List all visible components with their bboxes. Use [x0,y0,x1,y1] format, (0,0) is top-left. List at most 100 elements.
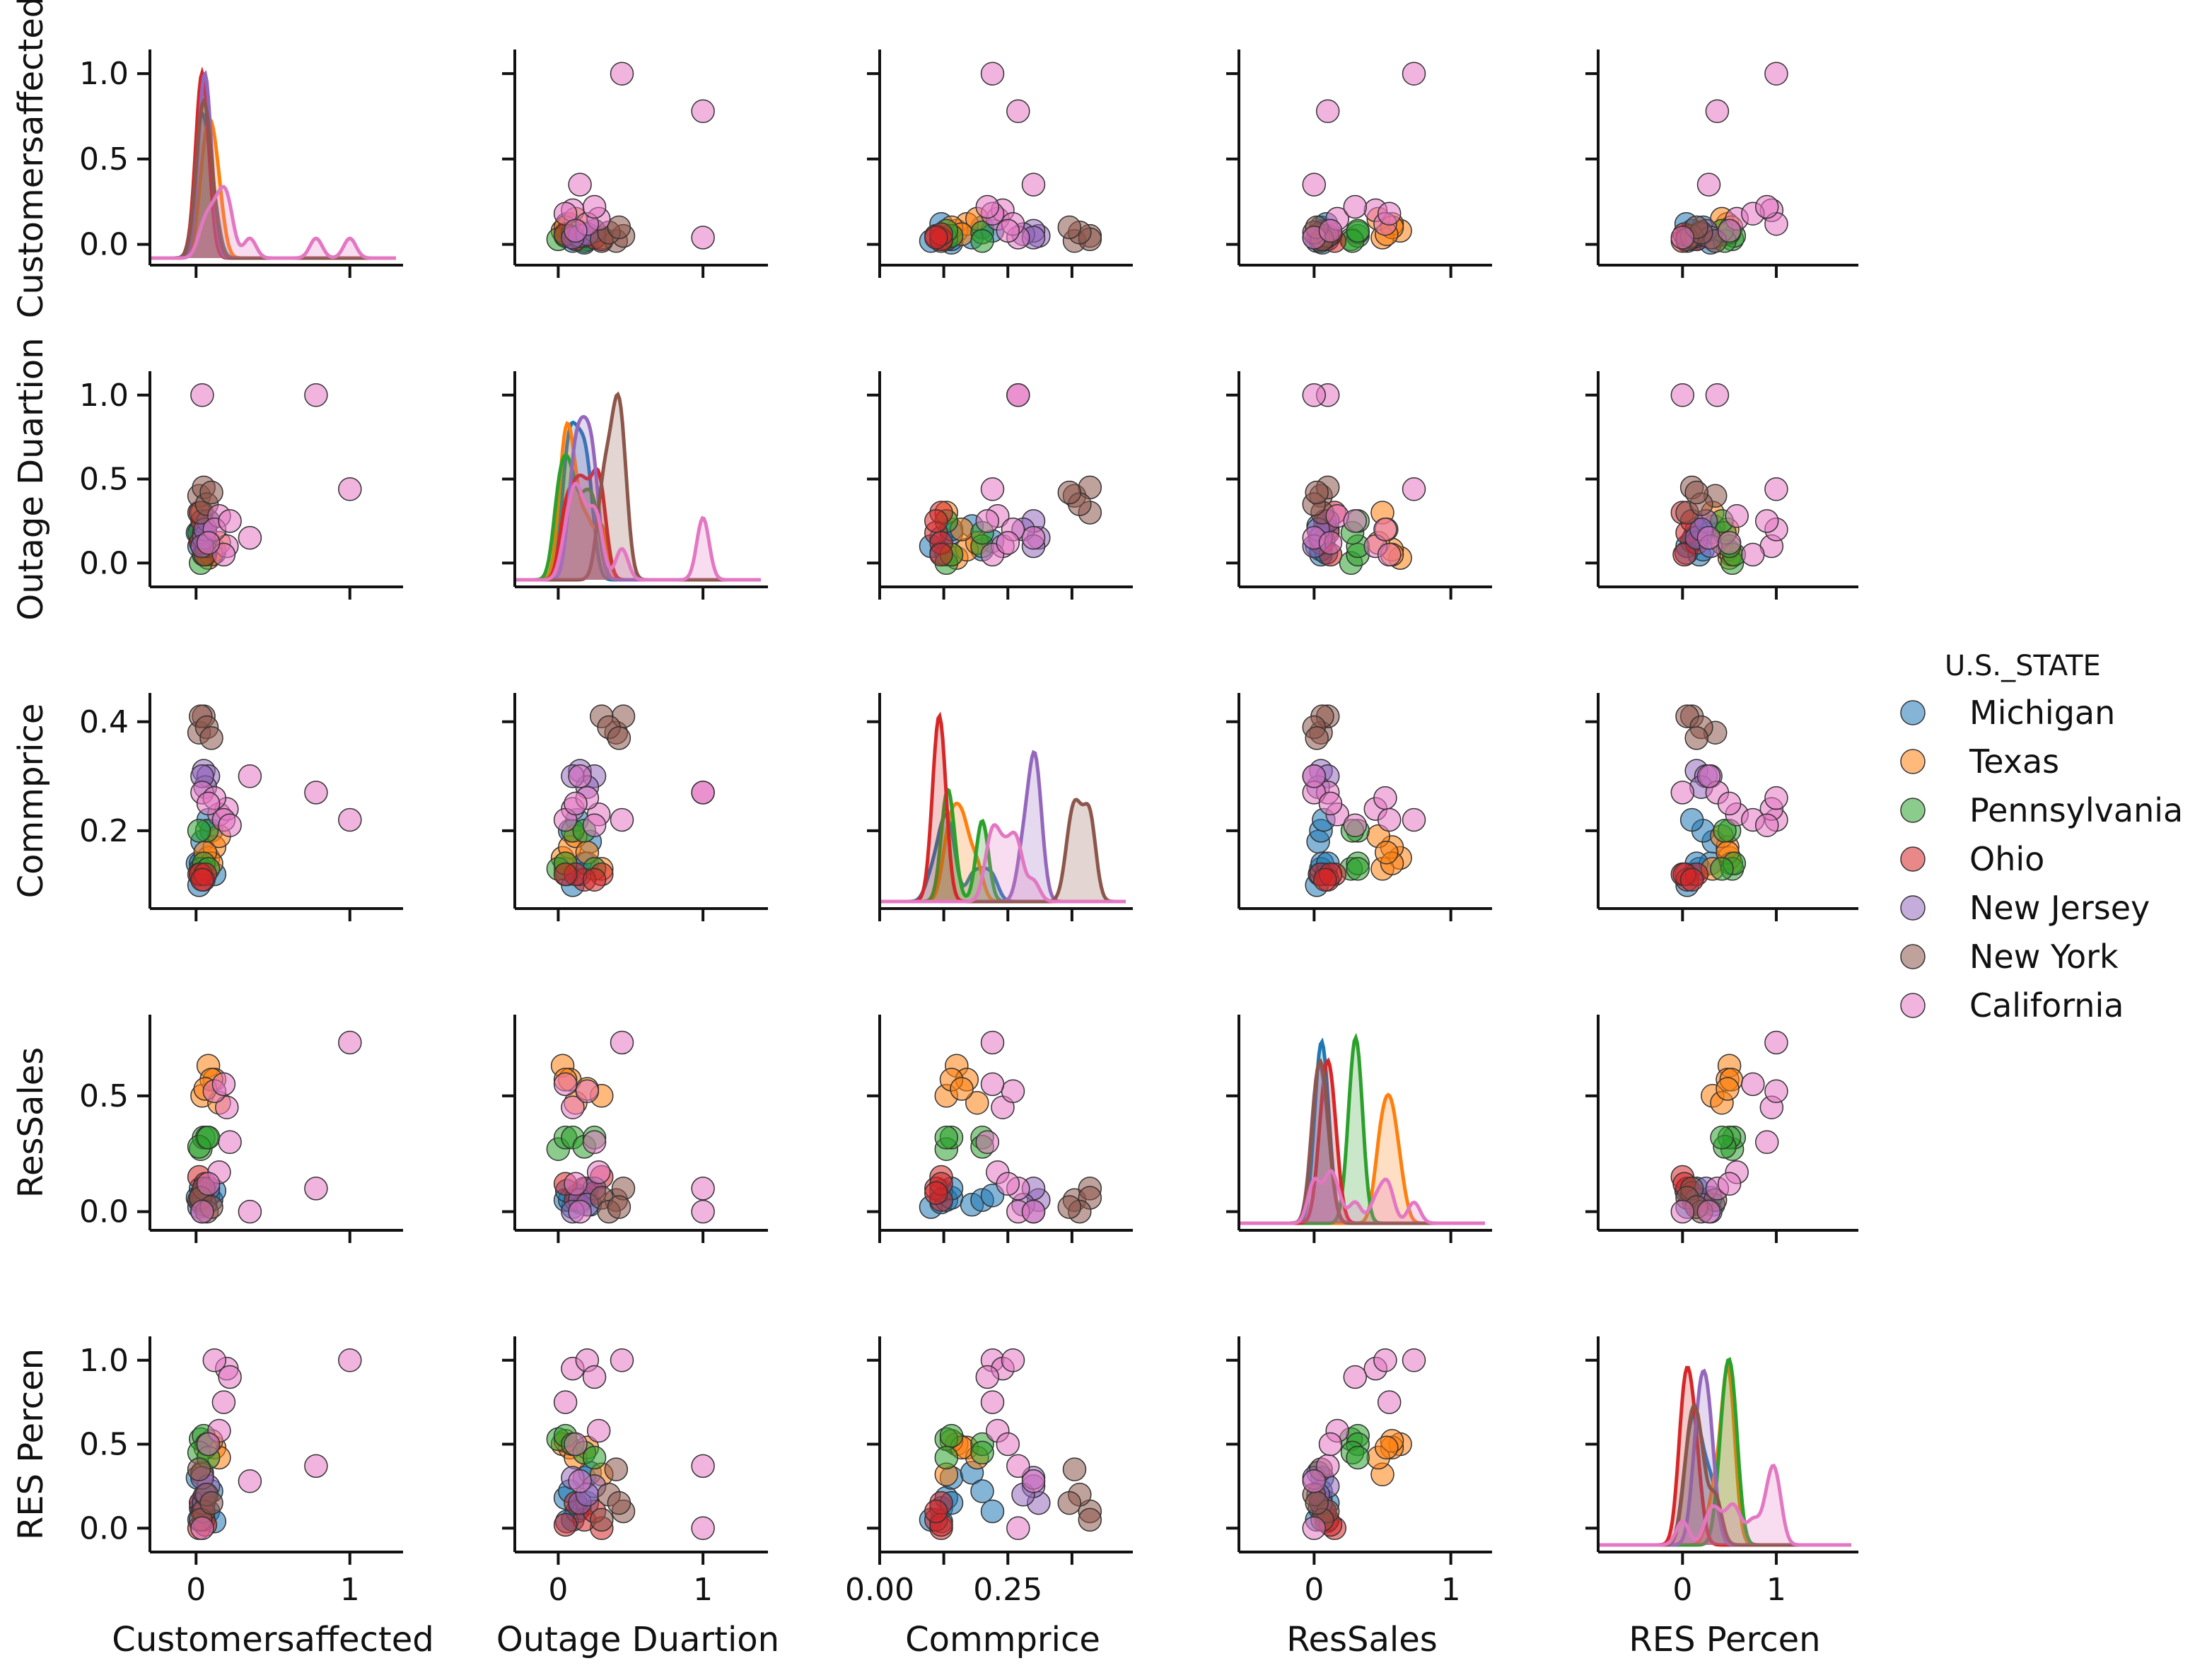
y-tick-label: 0.5 [79,1427,129,1463]
panel-res-percen-vs-res-percen: 0 1 RES Percen [1585,1336,1858,1659]
point-california [975,1365,1000,1389]
point-new-york [607,726,631,750]
point-california [1006,99,1030,124]
point-texas [1375,840,1399,865]
point-california [1021,1199,1046,1224]
point-ohio [1313,868,1337,892]
y-axis-label: ResSales [11,1047,51,1198]
point-california [1670,781,1695,805]
kde-fill-texas [1598,1366,1851,1545]
y-axis-label: Customersaffected [11,0,51,318]
kde-fill-california [1598,1465,1851,1545]
point-california [1001,1348,1025,1372]
point-california [575,1079,600,1104]
panel-customersaffected-vs-ressales [1226,49,1492,278]
point-california [1001,1079,1025,1104]
legend-marker-new-york [1900,944,1926,969]
point-new-york [1305,480,1329,505]
point-california [1696,173,1721,197]
point-california [980,1390,1005,1414]
x-tick-label: 0 [1304,1572,1324,1608]
panel-commprice-vs-outage-duartion [502,693,768,921]
kde-line-california [150,185,396,260]
point-california [215,1095,239,1119]
point-california [1402,62,1426,86]
point-california [196,1432,221,1457]
panel-commprice-vs-ressales [1226,693,1492,921]
point-california [564,791,588,816]
point-california [211,1072,236,1097]
panel-res-percen-vs-outage-duartion: 0 1 Outage Duartion [496,1336,779,1659]
point-california [1006,1454,1030,1478]
x-tick-label: 1 [340,1572,360,1608]
point-california [975,194,1000,219]
kde-fill-new-york [150,101,396,258]
point-california [190,1199,214,1224]
point-california [1741,542,1765,567]
x-tick-label: 0 [1672,1572,1692,1608]
point-california [338,1348,362,1372]
kde-line-california [515,481,761,582]
x-tick-label: 0.25 [973,1572,1042,1608]
point-ohio [190,868,214,892]
point-new-york [590,1507,614,1532]
point-california [1302,764,1327,788]
point-new-york [1078,1507,1102,1532]
point-pennsylvania [1346,857,1370,881]
kde-line-california [880,823,1126,904]
point-california [1402,477,1426,501]
legend-marker-california [1900,993,1926,1018]
kde-fill-new-york [880,799,1126,902]
legend-label-ohio: Ohio [1969,840,2044,878]
point-california [1377,202,1402,226]
point-california [691,1516,715,1541]
y-axis-label: Commprice [11,704,51,899]
point-california [1754,194,1779,219]
point-california [568,1469,592,1493]
legend-marker-pennsylvania [1900,798,1926,823]
kde-fill-pennsylvania [515,455,761,580]
kde-line-new-jersey [150,69,396,260]
x-tick-label: 1 [1441,1572,1461,1608]
kde-fill-michigan [150,113,396,258]
point-california [1741,1072,1765,1097]
point-new-york [199,1491,223,1515]
point-california [1764,477,1788,501]
point-california [1377,1390,1402,1414]
y-tick-label: 0.0 [79,227,129,263]
point-california [1373,1348,1397,1372]
point-pennsylvania [1346,1445,1370,1470]
point-california [1764,1030,1788,1055]
point-california [1717,531,1742,555]
point-ohio [924,509,948,533]
point-california [1670,226,1695,250]
panel-ressales-vs-ressales [1226,1015,1492,1243]
point-california [568,173,592,197]
point-california [1705,99,1730,124]
point-california [996,218,1020,243]
point-california [1377,807,1402,832]
point-california [304,383,328,407]
y-tick-label: 0.5 [79,1078,129,1114]
point-california [610,1030,634,1055]
point-michigan [980,1499,1005,1524]
point-ohio [924,1181,948,1206]
point-california [610,1348,634,1372]
point-new-york [1305,1491,1329,1515]
point-california [190,1516,214,1541]
point-california [1670,1199,1695,1224]
point-california [1696,525,1721,550]
point-california [553,1072,578,1097]
x-tick-label: 0 [186,1572,206,1608]
point-california [1717,218,1742,243]
point-california [691,226,715,250]
point-california [1006,383,1030,407]
point-pennsylvania [934,1126,959,1150]
point-california [1696,1199,1721,1224]
point-california [304,1454,328,1478]
kde-line-california [1598,1463,1851,1547]
point-new-york [1057,1491,1082,1515]
point-california [1021,525,1046,550]
